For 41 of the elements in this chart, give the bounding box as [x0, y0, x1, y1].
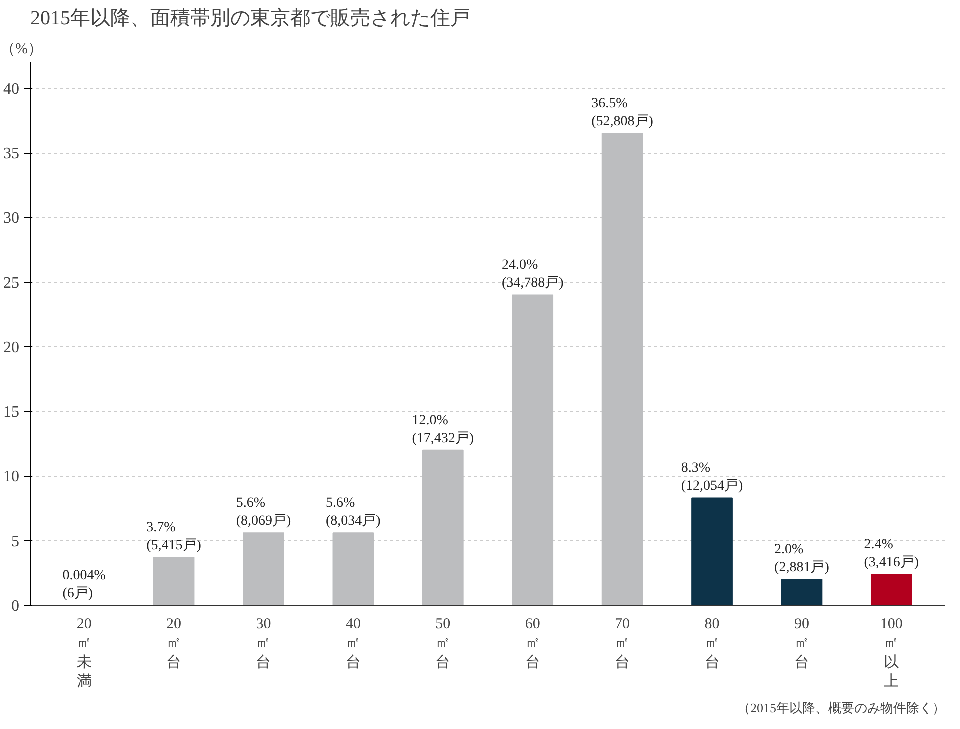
y-tick-label: 5 — [12, 533, 20, 550]
x-tick-label: 40㎡台 — [346, 616, 361, 671]
y-tick-label: 40 — [4, 80, 20, 98]
data-label: 5.6% (8,034戸) — [326, 496, 382, 530]
bar — [332, 532, 374, 606]
y-tick-label: 35 — [4, 146, 20, 162]
y-tick-label: 30 — [4, 210, 20, 228]
data-label: 24.0% (34,788戸) — [502, 258, 564, 292]
y-tick-label: 15 — [4, 404, 20, 422]
data-label: 5.6% (8,069戸) — [236, 496, 292, 530]
data-label: 12.0% (17,432戸) — [412, 413, 474, 446]
data-label: 2.4% (3,416戸) — [864, 537, 920, 570]
bar — [870, 574, 912, 606]
data-label: 2.0% (2,881戸) — [774, 542, 830, 576]
x-tick-label: 50㎡台 — [436, 616, 451, 671]
data-label: 3.7% (5,415戸) — [146, 520, 202, 554]
x-tick-label: 90㎡台 — [794, 616, 810, 671]
x-tick-label: 100㎡以上 — [880, 616, 903, 690]
y-tick-label: 10 — [4, 468, 20, 486]
data-label: 8.3% (12,054戸) — [681, 461, 744, 494]
bar — [602, 133, 644, 606]
bar — [153, 557, 195, 606]
x-tick-label: 20㎡未満 — [76, 616, 92, 690]
bar — [781, 579, 823, 606]
x-tick-label: 70㎡台 — [615, 616, 630, 671]
bar — [692, 498, 733, 606]
y-tick-label: 0 — [12, 598, 20, 615]
bar — [512, 294, 554, 606]
y-tick-label: 25 — [4, 274, 20, 292]
bar — [243, 532, 284, 606]
text: （2015年以降、概要のみ物件除く） — [738, 700, 946, 716]
y-axis-title: （%） — [0, 42, 43, 58]
bar — [422, 450, 464, 606]
x-tick-label: 30㎡台 — [256, 616, 272, 671]
x-tick-label: 20㎡台 — [166, 616, 182, 671]
chart-title: 2015年以降、面積帯別の東京都で販売された住戸 — [30, 8, 470, 30]
data-label: 36.5% (52,808戸) — [592, 96, 654, 130]
data-label: 0.004% (6戸) — [62, 568, 106, 602]
x-tick-label: 60㎡台 — [525, 616, 540, 671]
x-tick-label: 80㎡台 — [704, 616, 720, 671]
y-tick-label: 20 — [4, 339, 20, 356]
